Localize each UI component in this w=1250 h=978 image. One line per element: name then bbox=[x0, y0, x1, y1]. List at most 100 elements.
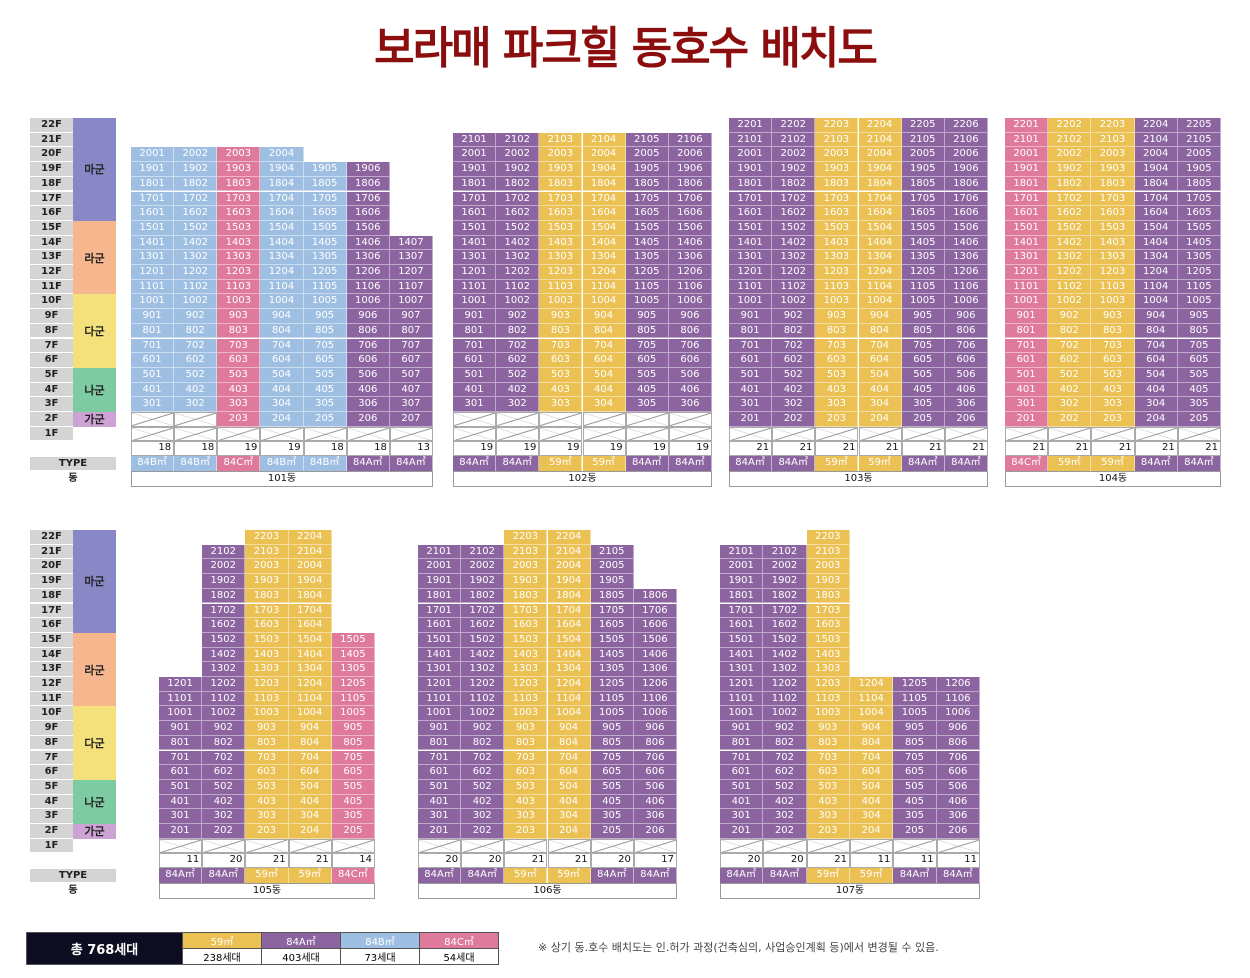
unit-cell: 405 bbox=[331, 794, 375, 810]
unit-cell: 305 bbox=[590, 809, 634, 824]
unit-cell: 1904 bbox=[288, 574, 332, 589]
unit-cell: 1505 bbox=[590, 632, 634, 648]
unit-cell: 1401 bbox=[720, 647, 764, 663]
unit-cell: 1903 bbox=[217, 162, 261, 177]
unit-cell: 1304 bbox=[288, 662, 332, 677]
unit-type: 59㎡ bbox=[1048, 456, 1092, 471]
unit-cell: 1701 bbox=[729, 191, 773, 207]
unit-cell: 1803 bbox=[504, 588, 548, 604]
unit-cell: 306 bbox=[668, 397, 712, 412]
floor-label: 7F bbox=[30, 338, 73, 354]
unit-cell: 1305 bbox=[625, 250, 669, 265]
unit-cell: 303 bbox=[245, 809, 289, 824]
unit-cell: 703 bbox=[1091, 338, 1135, 354]
unit-cell: 303 bbox=[815, 397, 859, 412]
pilotis-cell bbox=[539, 412, 583, 427]
floor-label: 18F bbox=[30, 176, 73, 192]
unit-cell: 1206 bbox=[346, 265, 390, 280]
pilotis-cell bbox=[539, 426, 583, 442]
unit-cell: 601 bbox=[131, 353, 175, 368]
unit-cell: 706 bbox=[633, 750, 677, 766]
unit-cell: 506 bbox=[944, 367, 988, 383]
floor-label: 19F bbox=[30, 162, 73, 177]
unit-cell: 1002 bbox=[1048, 294, 1092, 310]
unit-cell: 1001 bbox=[131, 294, 175, 310]
unit-cell: 606 bbox=[633, 765, 677, 780]
unit-cell: 1003 bbox=[1091, 294, 1135, 310]
unit-cell: 1704 bbox=[1134, 191, 1178, 207]
unit-cell: 905 bbox=[331, 721, 375, 736]
household-count: 19 bbox=[217, 441, 261, 457]
unit-cell: 2103 bbox=[539, 132, 583, 148]
unit-cell: 2104 bbox=[582, 132, 626, 148]
unit-cell: 1403 bbox=[1091, 235, 1135, 251]
unit-cell: 2202 bbox=[772, 118, 816, 133]
unit-cell: 1503 bbox=[1091, 220, 1135, 236]
unit-cell: 1503 bbox=[539, 220, 583, 236]
unit-cell: 1306 bbox=[668, 250, 712, 265]
unit-cell: 802 bbox=[202, 735, 246, 751]
unit-type: 84B㎡ bbox=[260, 456, 304, 471]
unit-cell: 1601 bbox=[418, 618, 462, 633]
unit-cell: 1902 bbox=[174, 162, 218, 177]
unit-cell: 503 bbox=[217, 367, 261, 383]
unit-cell: 501 bbox=[720, 779, 764, 795]
unit-cell: 1805 bbox=[901, 176, 945, 192]
floor-label: 8F bbox=[30, 735, 73, 751]
unit-cell: 901 bbox=[453, 309, 497, 324]
unit-cell: 1606 bbox=[668, 206, 712, 221]
unit-cell: 1305 bbox=[590, 662, 634, 677]
unit-cell: 2004 bbox=[260, 147, 304, 163]
floor-label: 18F bbox=[30, 588, 73, 604]
unit-cell: 1601 bbox=[453, 206, 497, 221]
unit-cell: 1005 bbox=[893, 706, 937, 722]
unit-cell: 1705 bbox=[901, 191, 945, 207]
unit-cell: 1801 bbox=[720, 588, 764, 604]
unit-cell: 1605 bbox=[590, 618, 634, 633]
unit-cell: 1104 bbox=[858, 279, 902, 295]
unit-cell: 1005 bbox=[901, 294, 945, 310]
unit-cell: 303 bbox=[217, 397, 261, 412]
pilotis-cell bbox=[174, 412, 218, 427]
unit-cell: 402 bbox=[772, 382, 816, 398]
unit-cell: 902 bbox=[461, 721, 505, 736]
unit-cell: 703 bbox=[815, 338, 859, 354]
unit-cell: 806 bbox=[633, 735, 677, 751]
legend-count-84c: 54세대 bbox=[419, 948, 499, 965]
unit-cell: 801 bbox=[720, 735, 764, 751]
unit-cell: 1202 bbox=[174, 265, 218, 280]
unit-type: 84A㎡ bbox=[1177, 456, 1221, 471]
unit-type: 84A㎡ bbox=[418, 868, 462, 883]
unit-cell: 1303 bbox=[815, 250, 859, 265]
unit-cell: 1006 bbox=[346, 294, 390, 310]
unit-cell: 606 bbox=[346, 353, 390, 368]
unit-cell: 206 bbox=[633, 824, 677, 839]
unit-cell: 1304 bbox=[260, 250, 304, 265]
unit-type: 84A㎡ bbox=[901, 456, 945, 471]
unit-cell: 2004 bbox=[547, 559, 591, 575]
unit-cell: 1706 bbox=[346, 191, 390, 207]
unit-cell: 1003 bbox=[815, 294, 859, 310]
unit-cell: 1501 bbox=[453, 220, 497, 236]
unit-cell: 1104 bbox=[850, 691, 894, 707]
unit-cell: 306 bbox=[936, 809, 980, 824]
unit-cell: 806 bbox=[668, 323, 712, 339]
unit-cell: 2101 bbox=[453, 132, 497, 148]
unit-type: 84A㎡ bbox=[729, 456, 773, 471]
unit-cell: 2103 bbox=[504, 544, 548, 560]
unit-cell: 703 bbox=[806, 750, 850, 766]
unit-cell: 602 bbox=[772, 353, 816, 368]
unit-cell: 2206 bbox=[944, 118, 988, 133]
unit-cell: 1201 bbox=[159, 677, 203, 692]
unit-cell: 902 bbox=[772, 309, 816, 324]
unit-cell: 705 bbox=[303, 338, 347, 354]
unit-cell: 1006 bbox=[936, 706, 980, 722]
unit-cell: 1606 bbox=[944, 206, 988, 221]
unit-type: 59㎡ bbox=[858, 456, 902, 471]
unit-cell: 1804 bbox=[547, 588, 591, 604]
unit-cell: 2104 bbox=[858, 132, 902, 148]
unit-cell: 602 bbox=[1048, 353, 1092, 368]
unit-cell: 1304 bbox=[582, 250, 626, 265]
unit-cell: 1102 bbox=[772, 279, 816, 295]
unit-cell: 905 bbox=[1177, 309, 1221, 324]
